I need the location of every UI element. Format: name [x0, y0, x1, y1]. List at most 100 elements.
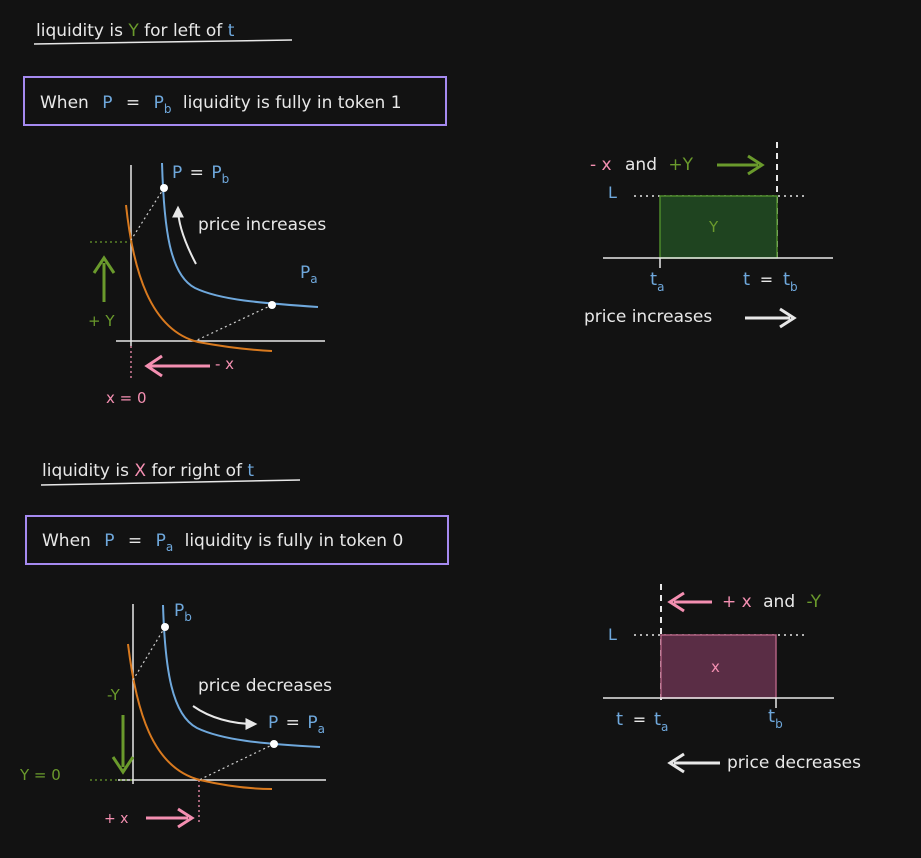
svg-text:When P = Pa: When P = Pa liquidity is fully in token …: [42, 531, 403, 556]
svg-text:t = ta: t = ta: [616, 709, 668, 734]
bottom-box-pa-sub: a: [166, 540, 173, 554]
svg-text:- x and +Y: - x and +Y: [590, 155, 694, 175]
top-pa-label: P: [300, 263, 310, 283]
top-price-increases: price increases: [198, 215, 326, 235]
top-blue-curve: [161, 162, 319, 308]
svg-text:Pb: Pb: [174, 601, 192, 624]
bottom-heading: liquidity is X for right of t: [40, 461, 301, 486]
bottom-info-box: When P = Pa liquidity is fully in token …: [25, 515, 449, 565]
bottom-range-fill-label: x: [711, 658, 720, 676]
bottom-range-tb-sub: b: [775, 717, 783, 731]
top-heading-token: Y: [127, 21, 139, 41]
bottom-range-tb: t: [768, 706, 775, 727]
bottom-p-eq: =: [286, 713, 300, 733]
top-range-ta-sub: a: [657, 280, 664, 294]
top-heading: liquidity is Y for left of t: [33, 21, 293, 45]
svg-text:t = tb: t = tb: [743, 269, 798, 294]
top-box-rest: liquidity is fully in token 1: [183, 93, 402, 113]
bottom-heading-underline: [40, 479, 301, 486]
top-p-eq: =: [190, 163, 204, 183]
bottom-range-plus-x: + x: [722, 592, 752, 612]
bottom-range-ta: t: [654, 709, 661, 730]
top-box-pb: P: [154, 93, 164, 113]
bottom-range-x-fill: [660, 634, 777, 699]
bottom-dotted-tangent-1: [132, 626, 166, 681]
bottom-range-t: t: [616, 709, 623, 730]
bottom-range-white-left-arrow: [667, 752, 720, 774]
bottom-pink-right-arrow: [146, 807, 195, 829]
bottom-box-rest: liquidity is fully in token 0: [185, 531, 404, 551]
top-heading-pre: liquidity is: [36, 21, 123, 41]
top-pink-left-arrow: [144, 354, 210, 378]
bottom-range-minus-y: -Y: [807, 592, 822, 612]
bottom-orange-curve: [127, 643, 273, 790]
svg-text:When P = Pb: When P = Pb liquidity is fully in token …: [40, 93, 402, 118]
bottom-pb-sub: b: [184, 610, 192, 624]
bottom-heading-mid: for right of: [151, 461, 243, 481]
top-box-p: P: [102, 93, 112, 113]
top-range-tb-sub: b: [790, 280, 798, 294]
top-heading-mid: for left of: [144, 21, 223, 41]
top-range-L: L: [608, 183, 617, 202]
svg-text:P = Pa: P = Pa: [268, 713, 325, 736]
bottom-range-and: and: [763, 592, 795, 612]
bottom-range-t-eq: =: [633, 710, 646, 729]
bottom-range-L: L: [608, 625, 617, 644]
top-orange-curve: [125, 204, 273, 352]
top-plus-y: + Y: [88, 312, 115, 330]
svg-text:liquidity is X for: liquidity is X for right of t: [42, 461, 254, 481]
top-range-tb: t: [783, 269, 790, 290]
bottom-box-p: P: [104, 531, 114, 551]
bottom-heading-token: X: [134, 461, 146, 481]
svg-text:tb: tb: [768, 706, 783, 731]
top-range-t: t: [743, 269, 750, 290]
top-box-pb-sub: b: [164, 102, 172, 116]
bottom-pa-sub: a: [318, 722, 325, 736]
top-box-eq: =: [126, 93, 140, 113]
bottom-heading-pre: liquidity is: [42, 461, 129, 481]
top-heading-t: t: [228, 21, 235, 41]
bottom-price-chart: Pb price decreases P = Pa -Y Y = 0 + x: [19, 601, 332, 829]
top-range-plus-y: +Y: [668, 155, 693, 175]
bottom-box-when: When: [42, 531, 91, 551]
top-dotted-tangent-2: [194, 304, 273, 342]
svg-text:P = Pb: P = Pb: [172, 163, 229, 186]
top-range-diagram: - x and +Y L Y ta t = tb price increases: [584, 142, 833, 329]
top-range-price-increases: price increases: [584, 307, 712, 327]
svg-text:liquidity is Y for: liquidity is Y for left of t: [36, 21, 235, 41]
bottom-pb-label: P: [174, 601, 184, 621]
top-point-pb: [160, 184, 168, 192]
bottom-price-decreases: price decreases: [198, 676, 332, 696]
top-box-when: When: [40, 93, 89, 113]
bottom-minus-y: -Y: [107, 686, 121, 704]
bottom-box-eq: =: [128, 531, 142, 551]
top-x-eq-0: x = 0: [106, 389, 147, 407]
bottom-point-pa: [270, 740, 278, 748]
top-range-minus-x: - x: [590, 155, 612, 175]
svg-text:Pa: Pa: [300, 263, 318, 286]
top-pa-sub: a: [310, 272, 317, 286]
top-range-white-right-arrow: [745, 307, 797, 329]
bottom-price-arrow: [192, 705, 258, 730]
bottom-info-box-frame: [25, 515, 449, 565]
top-dotted-tangent-1: [130, 187, 165, 241]
svg-text:+ x and -Y: + x and -Y: [722, 592, 822, 612]
top-pb-sub: b: [222, 172, 230, 186]
bottom-point-pb: [161, 623, 169, 631]
top-range-green-arrow: [717, 154, 765, 176]
bottom-range-ta-sub: a: [661, 720, 668, 734]
top-pb-label: P: [211, 163, 221, 183]
bottom-y-eq-0: Y = 0: [19, 766, 61, 784]
top-range-ta: t: [650, 269, 657, 290]
top-info-box-frame: [23, 76, 447, 126]
bottom-box-pa: P: [156, 531, 166, 551]
svg-text:ta: ta: [650, 269, 664, 294]
top-p-label: P: [172, 163, 182, 183]
bottom-p-label: P: [268, 713, 278, 733]
top-point-pa: [268, 301, 276, 309]
bottom-pa-label: P: [307, 713, 317, 733]
top-range-and: and: [625, 155, 657, 175]
top-range-fill-label: Y: [708, 218, 719, 236]
top-green-up-arrow: [92, 255, 116, 302]
